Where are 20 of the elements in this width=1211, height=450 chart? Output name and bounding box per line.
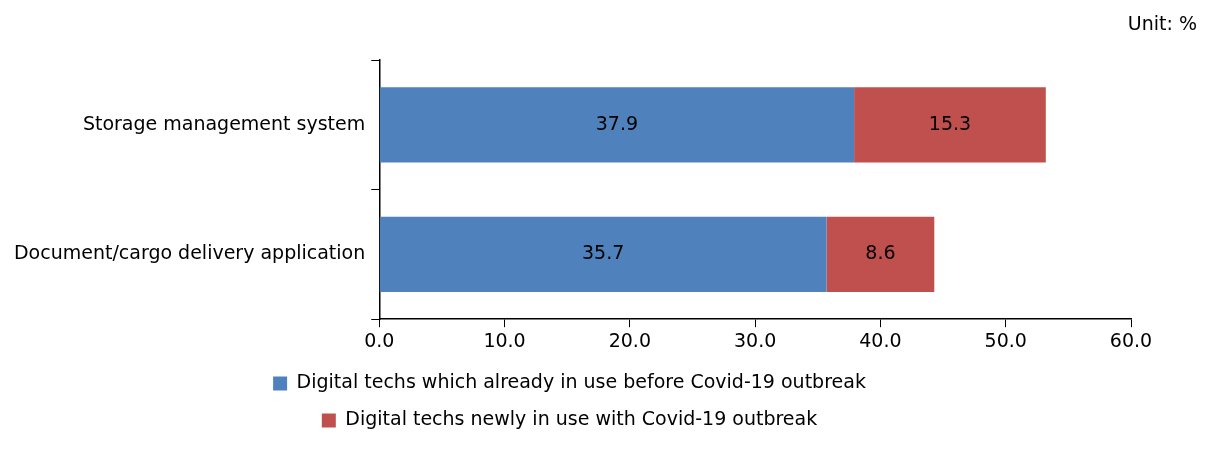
- x-tick-label: 30.0: [733, 328, 777, 351]
- x-tick-label: 40.0: [859, 328, 902, 351]
- x-tick-label: 10.0: [483, 328, 526, 351]
- legend-label: Digital techs which already in use before Covid-19 outbreak: [296, 370, 866, 393]
- data-label: 8.6: [865, 241, 896, 264]
- data-label: 37.9: [595, 111, 639, 134]
- bar: [826, 216, 935, 292]
- data-label: 35.7: [582, 241, 625, 264]
- bar: [854, 87, 1046, 163]
- x-tick-label: 50.0: [984, 328, 1027, 351]
- legend-label: Digital techs newly in use with Covid-19 outbreak: [345, 407, 818, 430]
- text: Unit: %: [1127, 12, 1197, 34]
- bar: [379, 216, 827, 292]
- bar: [379, 87, 855, 163]
- x-tick-label: 20.0: [608, 328, 651, 351]
- x-tick-label: 60.0: [1109, 328, 1153, 351]
- x-tick-label: 0.0: [364, 328, 395, 351]
- y-tick-label: Document/cargo delivery application: [13, 241, 366, 264]
- y-tick-label: Storage management system: [82, 111, 366, 134]
- data-label: 15.3: [928, 111, 972, 134]
